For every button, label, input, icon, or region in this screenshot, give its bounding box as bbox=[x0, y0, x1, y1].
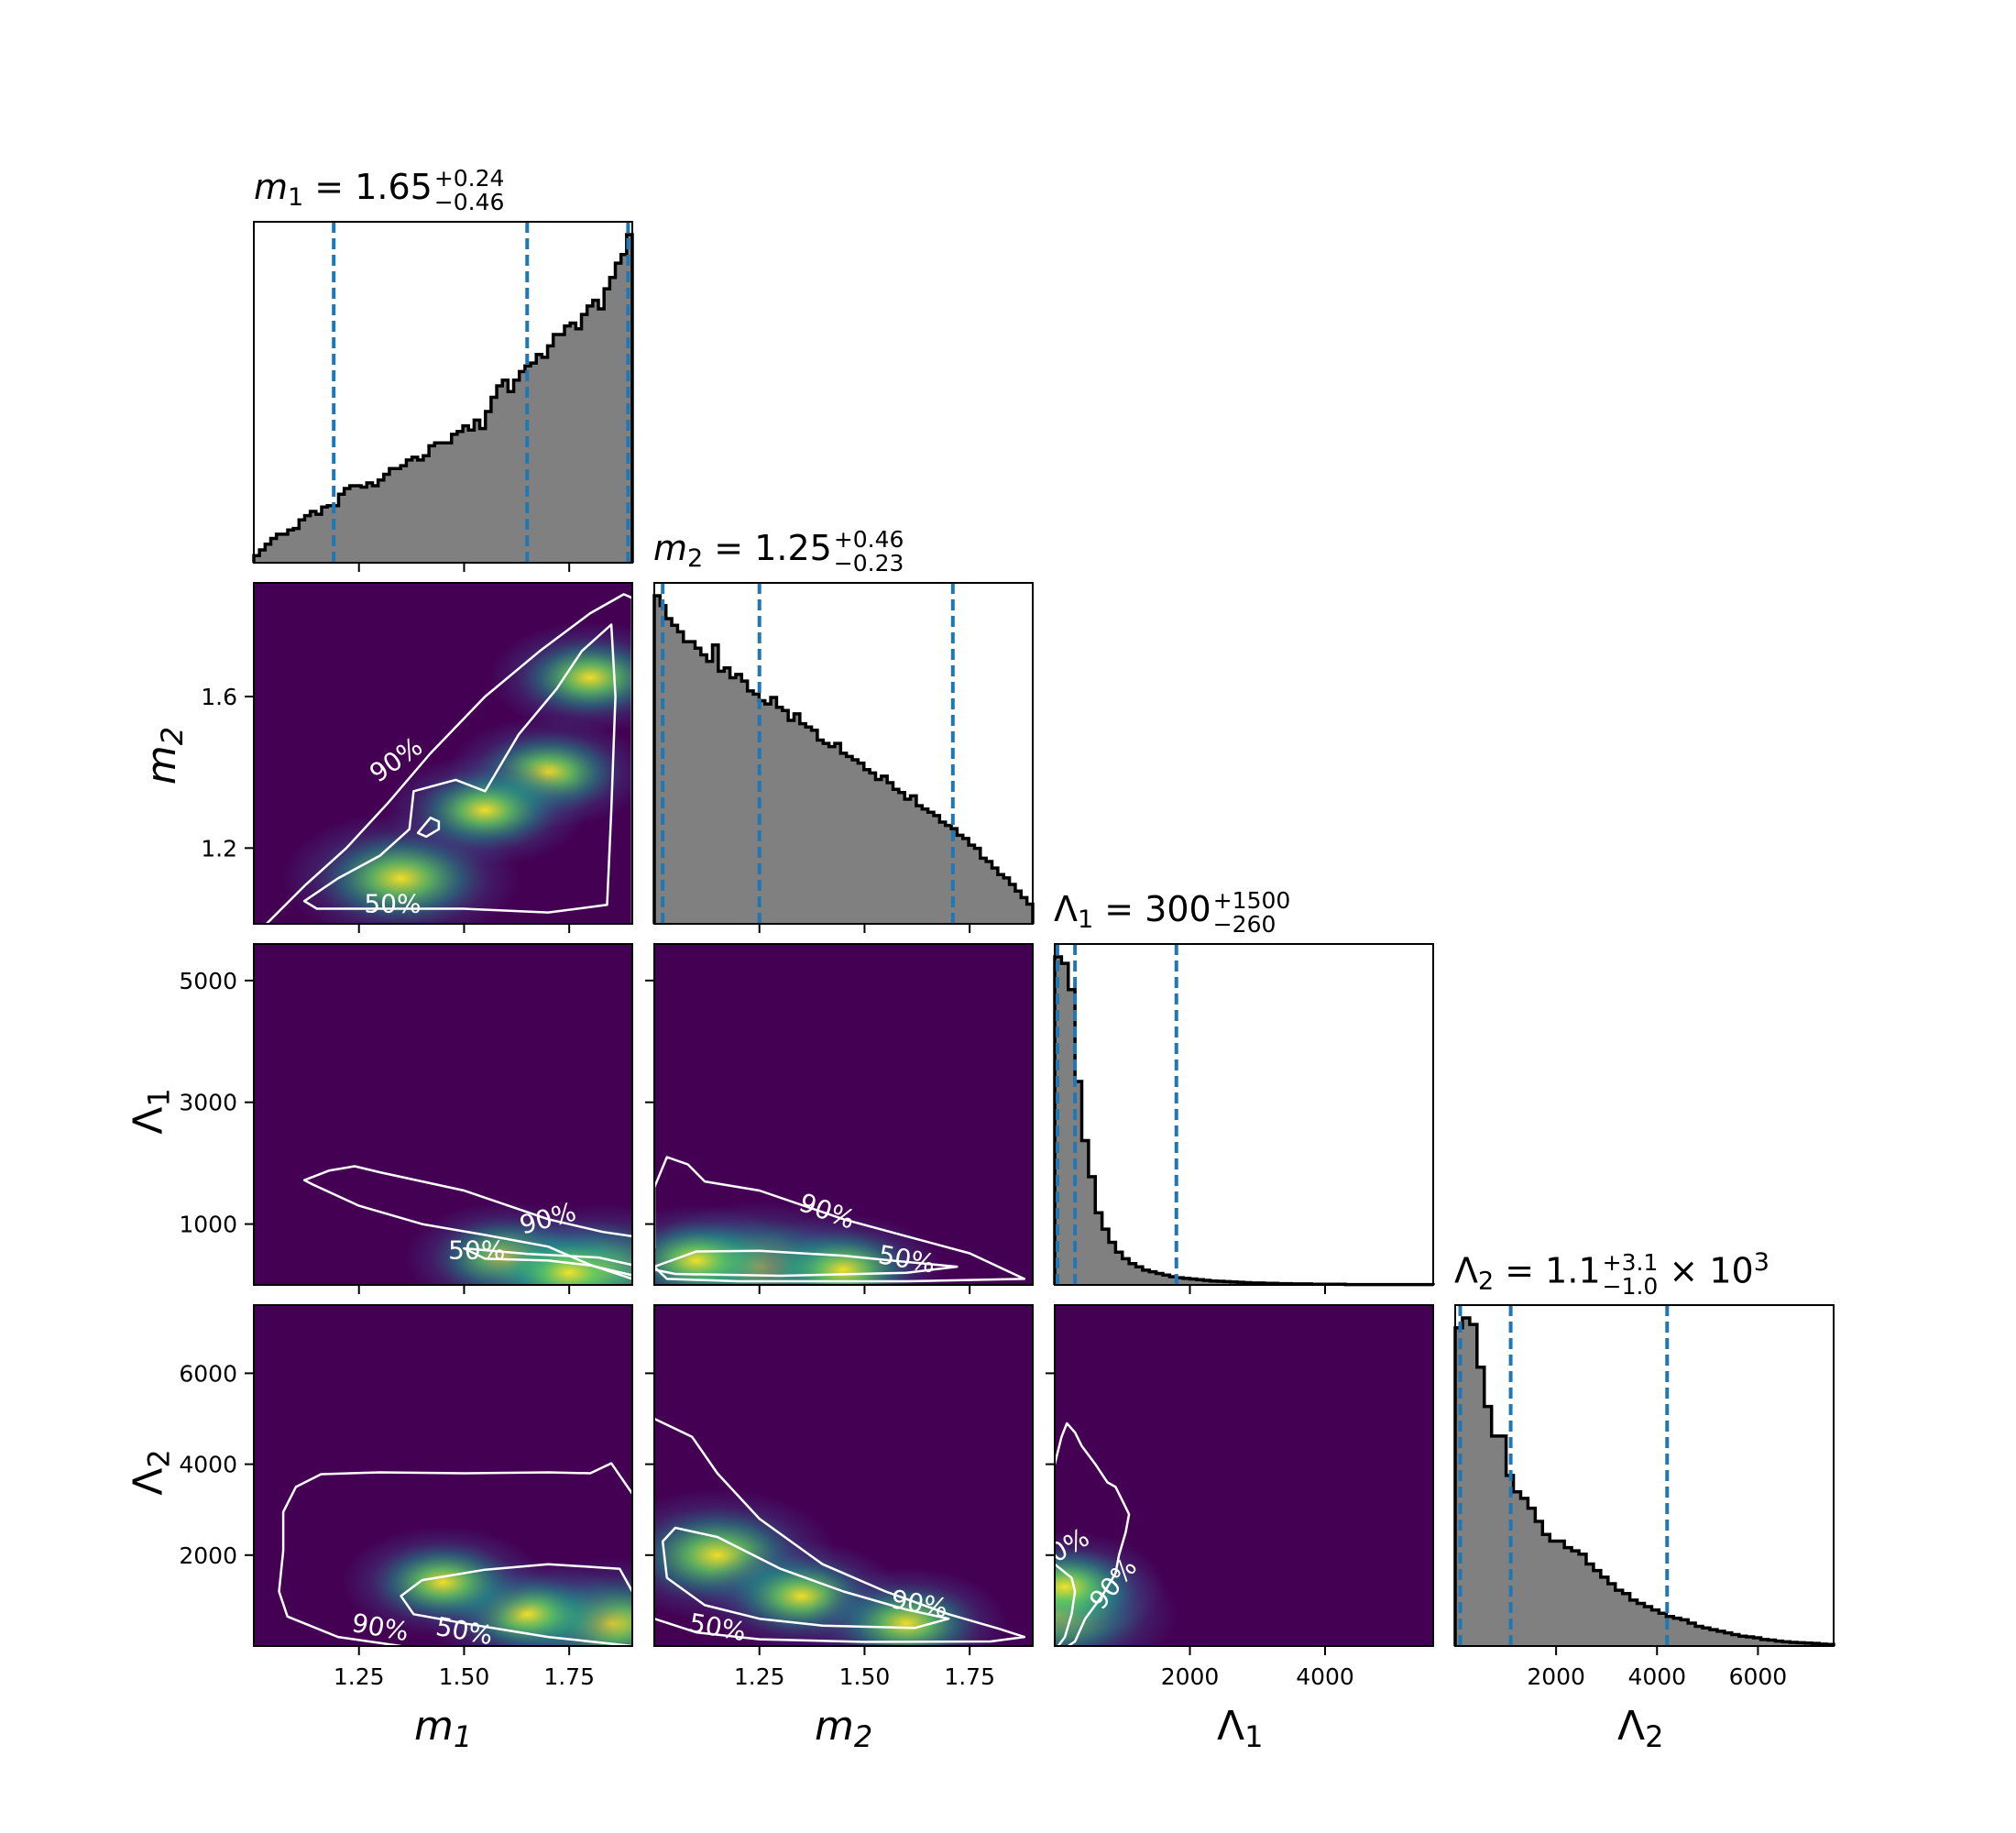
x-tick-label: 4000 bbox=[1627, 1663, 1686, 1690]
contour-line bbox=[654, 1417, 1026, 1643]
x-tick-label: 4000 bbox=[1296, 1663, 1354, 1690]
density-peak bbox=[1055, 1531, 1167, 1643]
density-layer: 90%50% bbox=[278, 1462, 632, 1646]
x-tick-label: 1.50 bbox=[839, 1663, 891, 1690]
histogram-edge bbox=[652, 594, 1035, 924]
contour-line bbox=[1055, 1563, 1077, 1646]
xlabel-m2: m2 bbox=[815, 1703, 873, 1754]
x-tick-label: 1.75 bbox=[944, 1663, 995, 1690]
density-panel-m2-vs-m1: 90%50% bbox=[253, 582, 633, 925]
density-panel-lambda2-vs-lambda1: 90%50% bbox=[1054, 1304, 1434, 1647]
density-layer: 90%50% bbox=[654, 1417, 1026, 1646]
y-tick-label: 1.6 bbox=[201, 684, 237, 710]
contour-line bbox=[400, 1563, 632, 1646]
y-tick-label: 2000 bbox=[179, 1542, 237, 1569]
hist-panel-m1 bbox=[252, 221, 634, 564]
ylabel-lambda2: Λ2 bbox=[125, 1449, 177, 1496]
density-panel-lambda2-vs-m1: 90% 50% bbox=[253, 1304, 633, 1647]
y-tick-label: 1000 bbox=[179, 1212, 237, 1238]
density-panel-lambda1-vs-m1: 90%50% bbox=[253, 943, 633, 1286]
x-tick-label: 1.25 bbox=[334, 1663, 385, 1690]
density-panel-lambda2-vs-m2: 90%50% bbox=[653, 1304, 1034, 1647]
density-panel-lambda1-vs-m2: 90%50% bbox=[653, 943, 1034, 1286]
title-m2: m2 = 1.25 +0.46 −0.23 bbox=[653, 526, 904, 576]
panel-frame bbox=[1454, 1304, 1835, 1647]
contour-line bbox=[302, 1165, 632, 1280]
density-layer: 90%50% bbox=[654, 1156, 1026, 1285]
contour-line bbox=[265, 593, 632, 924]
title-lambda1: Λ1 = 300 +1500 −260 bbox=[1054, 887, 1291, 938]
title-lambda2: Λ2 = 1.1 +3.1 −1.0 × 103 bbox=[1454, 1248, 1769, 1300]
x-tick-label: 2000 bbox=[1527, 1663, 1585, 1690]
hist-panel-lambda1 bbox=[1053, 943, 1435, 1287]
density-peak bbox=[489, 621, 632, 733]
histogram-edge bbox=[1453, 1316, 1835, 1646]
x-tick-label: 1.50 bbox=[439, 1663, 490, 1690]
panel-frame bbox=[253, 221, 633, 564]
panel-frame bbox=[653, 1304, 1034, 1647]
contour-line bbox=[278, 1462, 632, 1646]
hist-panel-lambda2 bbox=[1453, 1304, 1835, 1647]
y-tick-label: 5000 bbox=[179, 968, 237, 994]
y-tick-label: 3000 bbox=[179, 1090, 237, 1116]
ylabel-lambda1: Λ1 bbox=[125, 1088, 177, 1135]
xlabel-m1: m1 bbox=[414, 1703, 473, 1754]
panel-frame bbox=[653, 582, 1034, 925]
panel-frame bbox=[1054, 1304, 1434, 1647]
ylabel-m2: m2 bbox=[138, 726, 191, 785]
contour-line bbox=[661, 1526, 950, 1630]
density-peak bbox=[342, 1527, 544, 1639]
contour-label: 50% bbox=[448, 1235, 505, 1265]
contour-line bbox=[1055, 1421, 1131, 1646]
density-peak bbox=[384, 754, 586, 866]
panel-frame bbox=[253, 1304, 633, 1647]
density-layer: 90%50% bbox=[302, 1165, 632, 1285]
density-peak bbox=[654, 1204, 797, 1285]
histogram-edge bbox=[252, 233, 634, 563]
histogram-fill bbox=[654, 596, 1033, 924]
contour-line bbox=[302, 623, 617, 914]
density-peak bbox=[468, 1217, 632, 1285]
contour-label: 50% bbox=[364, 888, 421, 918]
contour-line bbox=[654, 1249, 959, 1278]
contour-line bbox=[416, 817, 441, 839]
panel-frame bbox=[1054, 943, 1434, 1286]
panel-frame bbox=[253, 943, 633, 1286]
y-tick-label: 4000 bbox=[179, 1452, 237, 1478]
hist-panel-m2 bbox=[652, 582, 1035, 925]
histogram-fill bbox=[1055, 957, 1433, 1285]
x-tick-label: 2000 bbox=[1161, 1663, 1220, 1690]
x-tick-label: 1.75 bbox=[543, 1663, 595, 1690]
x-tick-label: 6000 bbox=[1729, 1663, 1788, 1690]
y-tick-label: 1.2 bbox=[201, 835, 237, 862]
histogram-fill bbox=[1455, 1318, 1834, 1646]
x-tick-label: 1.25 bbox=[734, 1663, 785, 1690]
xlabel-lambda1: Λ1 bbox=[1217, 1703, 1264, 1754]
title-m1: m1 = 1.65 +0.24 −0.46 bbox=[254, 165, 505, 215]
histogram-fill bbox=[254, 235, 632, 563]
y-tick-label: 6000 bbox=[179, 1360, 237, 1387]
contour-line bbox=[654, 1156, 1026, 1283]
xlabel-lambda2: Λ2 bbox=[1617, 1703, 1664, 1754]
panel-frame bbox=[653, 943, 1034, 1286]
density-layer: 90%50% bbox=[1055, 1421, 1178, 1646]
contour-line bbox=[463, 1246, 632, 1277]
panel-background bbox=[1055, 944, 1433, 1285]
panel-frame bbox=[253, 582, 633, 925]
